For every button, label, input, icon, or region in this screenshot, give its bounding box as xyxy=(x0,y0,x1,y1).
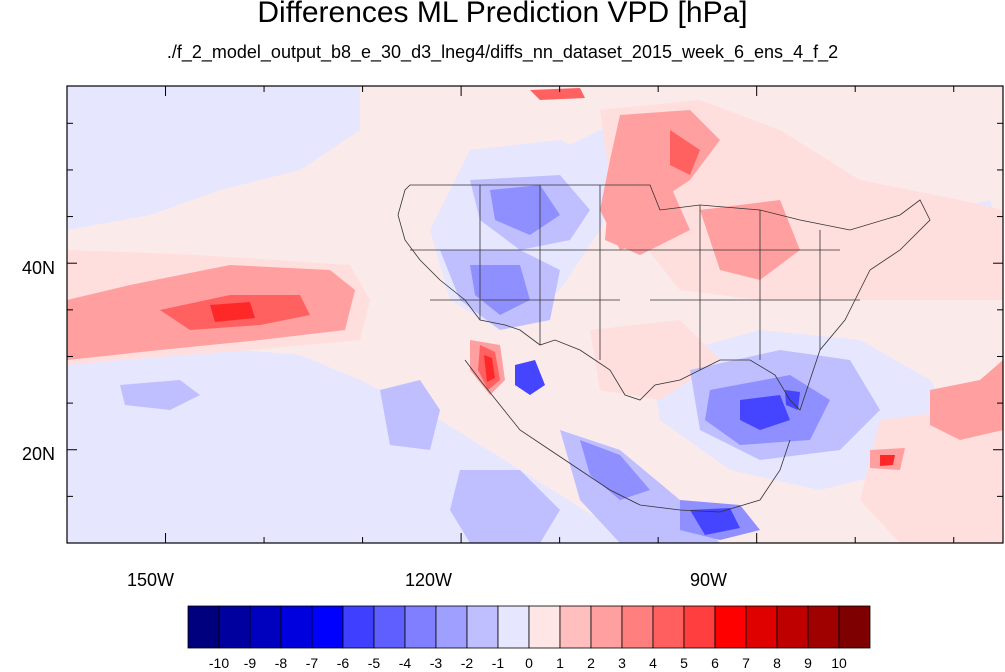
colorbar-tick-label: -10 xyxy=(208,655,230,671)
colorbar xyxy=(187,605,871,649)
colorbar-swatch xyxy=(466,605,499,649)
y-tick-label-40n: 40N xyxy=(22,258,56,278)
x-tick-label-90w: 90W xyxy=(690,570,728,590)
colorbar-swatch xyxy=(218,605,251,649)
colorbar-tick-label: -6 xyxy=(336,655,350,671)
colorbar-swatch xyxy=(404,605,437,649)
colorbar-swatch xyxy=(342,605,375,649)
colorbar-tick-label: -2 xyxy=(460,655,474,671)
colorbar-swatch xyxy=(497,605,530,649)
colorbar-swatch xyxy=(590,605,623,649)
colorbar-tick-label: 4 xyxy=(649,655,657,671)
map-title: Differences ML Prediction VPD [hPa] xyxy=(257,0,748,29)
colorbar-tick-label: -3 xyxy=(429,655,443,671)
map-subtitle: ./f_2_model_output_b8_e_30_d3_lneg4/diff… xyxy=(166,42,839,62)
colorbar-swatch xyxy=(652,605,685,649)
colorbar-tick-label: -7 xyxy=(305,655,319,671)
colorbar-tick-label: 8 xyxy=(773,655,781,671)
colorbar-tick-label: 0 xyxy=(525,655,533,671)
negative-anomaly-core xyxy=(515,360,800,535)
colorbar-tick-label: -9 xyxy=(243,655,257,671)
colorbar-swatch xyxy=(249,605,282,649)
colorbar-swatch xyxy=(559,605,592,649)
colorbar-tick-label: 7 xyxy=(742,655,750,671)
colorbar-tick-label: -5 xyxy=(367,655,381,671)
colorbar-swatch xyxy=(435,605,468,649)
colorbar-swatch xyxy=(838,605,871,649)
colorbar-swatch xyxy=(621,605,654,649)
positive-anomaly-core xyxy=(210,302,895,466)
map-field xyxy=(67,86,1003,543)
colorbar-swatch xyxy=(528,605,561,649)
colorbar-swatch xyxy=(807,605,840,649)
colorbar-tick-label: 9 xyxy=(804,655,812,671)
colorbar-swatch xyxy=(280,605,313,649)
colorbar-swatch xyxy=(714,605,747,649)
us-outline xyxy=(397,184,931,513)
colorbar-tick-label: -8 xyxy=(274,655,288,671)
colorbar-swatch xyxy=(776,605,809,649)
x-tick-label-120w: 120W xyxy=(405,570,453,590)
colorbar-tick-label: 2 xyxy=(587,655,595,671)
colorbar-tick-label: -4 xyxy=(398,655,412,671)
colorbar-swatch xyxy=(683,605,716,649)
colorbar-tick-label: 1 xyxy=(556,655,564,671)
colorbar-tick-label: 6 xyxy=(711,655,719,671)
colorbar-tick-label: -1 xyxy=(491,655,505,671)
colorbar-tick-label: 10 xyxy=(831,655,847,671)
colorbar-tick-label: 3 xyxy=(618,655,626,671)
y-tick-label-20n: 20N xyxy=(22,444,56,464)
axis-ticks xyxy=(66,86,1003,544)
plot-frame xyxy=(66,85,1004,544)
colorbar-tick-label: 5 xyxy=(680,655,688,671)
colorbar-swatch xyxy=(745,605,778,649)
colorbar-swatch xyxy=(311,605,344,649)
colorbar-swatch xyxy=(187,605,220,649)
x-tick-label-150w: 150W xyxy=(127,570,175,590)
colorbar-swatch xyxy=(373,605,406,649)
